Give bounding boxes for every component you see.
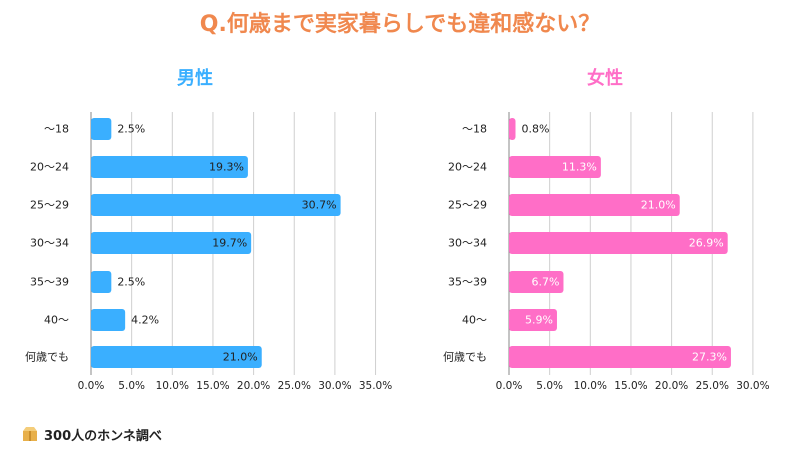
male-value-label: 2.5% [117, 123, 145, 136]
female-category-label: 30〜34 [448, 237, 487, 250]
female-category-label: 何歳でも [443, 351, 487, 364]
female-bar [509, 194, 680, 216]
female-bar [509, 271, 564, 293]
male-x-tick-label: 10.0% [156, 380, 189, 392]
female-value-label: 6.7% [532, 276, 560, 289]
male-bar [91, 271, 112, 293]
footer-text: 300人のホンネ調べ [44, 428, 162, 444]
male-x-tick-label: 25.0% [278, 380, 311, 392]
male-category-label: 何歳でも [25, 351, 69, 364]
female-value-label: 26.9% [689, 237, 724, 250]
male-category-label: 30〜34 [30, 237, 69, 250]
male-panel-title: 男性 [177, 68, 213, 89]
female-bar [509, 346, 731, 368]
female-x-tick-label: 30.0% [736, 380, 769, 392]
male-category-label: 35〜39 [30, 276, 69, 289]
female-category-label: 〜18 [462, 123, 487, 136]
female-x-tick-label: 15.0% [614, 380, 647, 392]
male-bar [91, 309, 126, 331]
male-value-label: 4.2% [131, 314, 159, 327]
male-x-tick-label: 5.0% [118, 380, 145, 392]
male-value-label: 2.5% [117, 276, 145, 289]
female-bar [509, 156, 601, 178]
male-bar [91, 156, 248, 178]
male-value-label: 21.0% [223, 351, 258, 364]
female-x-tick-label: 20.0% [655, 380, 688, 392]
female-x-tick-label: 5.0% [536, 380, 563, 392]
female-x-tick-label: 0.0% [496, 380, 523, 392]
male-bar [91, 118, 112, 140]
male-x-tick-label: 30.0% [318, 380, 351, 392]
female-bar [509, 118, 516, 140]
female-value-label: 27.3% [692, 351, 727, 364]
female-bar [509, 232, 728, 254]
main-title: Q.何歳まで実家暮らしでも違和感ない？ [199, 12, 601, 37]
female-value-label: 0.8% [522, 123, 550, 136]
female-category-label: 35〜39 [448, 276, 487, 289]
female-x-tick-label: 25.0% [696, 380, 729, 392]
female-value-label: 21.0% [641, 199, 676, 212]
male-x-tick-label: 35.0% [359, 380, 392, 392]
male-category-label: 25〜29 [30, 199, 69, 212]
female-x-tick-label: 10.0% [574, 380, 607, 392]
female-panel-title: 女性 [587, 68, 623, 89]
male-value-label: 19.7% [212, 237, 247, 250]
male-x-tick-label: 0.0% [78, 380, 105, 392]
male-value-label: 30.7% [302, 199, 337, 212]
male-category-label: 40〜 [44, 314, 69, 327]
cardboard-box-icon [23, 427, 37, 441]
male-category-label: 20〜24 [30, 161, 69, 174]
male-x-tick-label: 15.0% [196, 380, 229, 392]
footer: 300人のホンネ調べ [22, 424, 162, 444]
female-category-label: 20〜24 [448, 161, 487, 174]
female-value-label: 5.9% [525, 314, 553, 327]
male-category-label: 〜18 [44, 123, 69, 136]
male-bar [91, 346, 262, 368]
male-value-label: 19.3% [209, 161, 244, 174]
female-bar [509, 309, 557, 331]
female-category-label: 25〜29 [448, 199, 487, 212]
male-bar [91, 232, 252, 254]
female-value-label: 11.3% [562, 161, 597, 174]
male-x-tick-label: 20.0% [237, 380, 270, 392]
male-bar [91, 194, 341, 216]
female-category-label: 40〜 [462, 314, 487, 327]
